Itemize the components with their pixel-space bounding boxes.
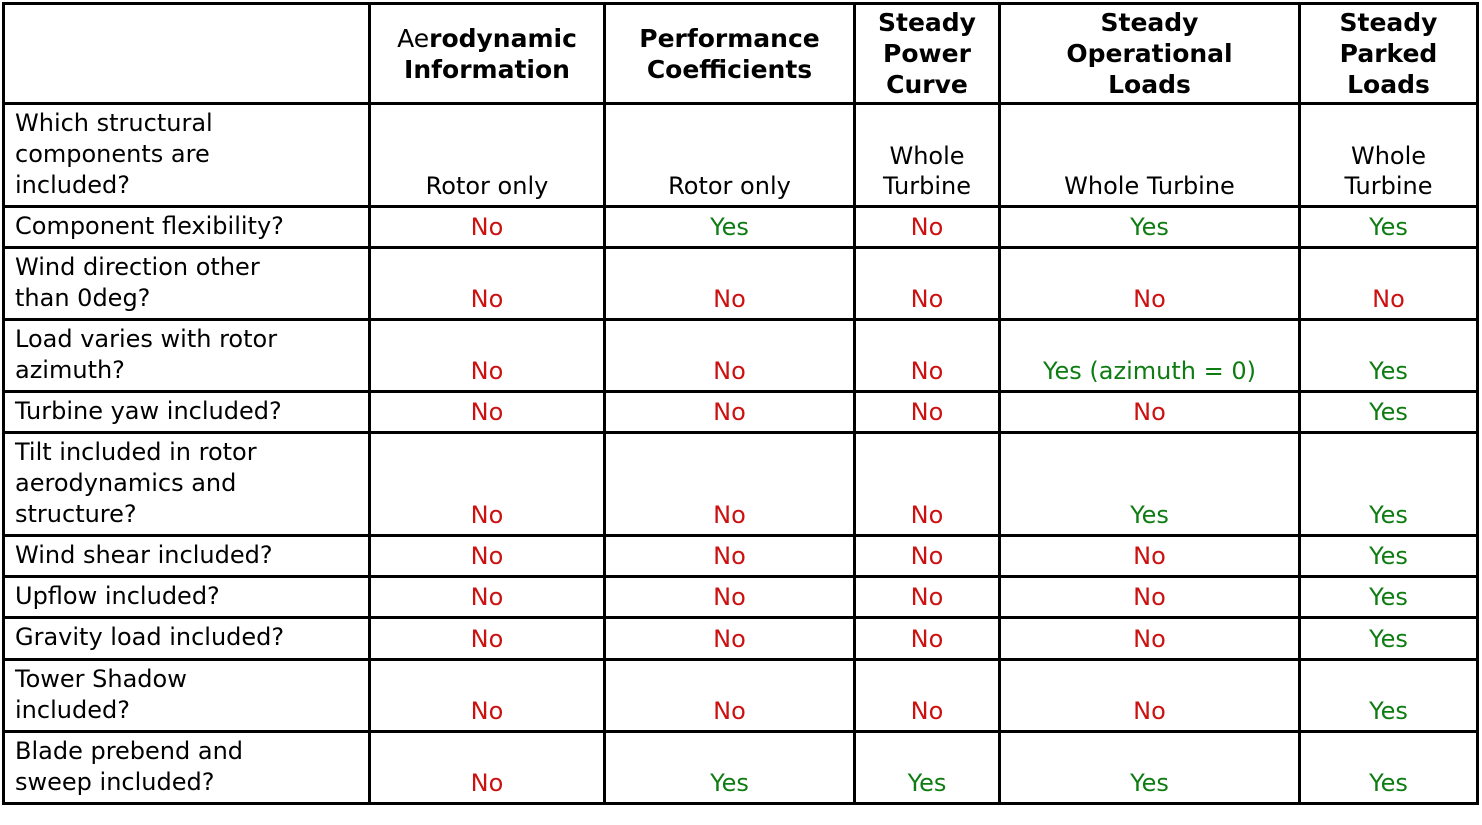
cell-value: No — [603, 431, 856, 537]
cell-value: No — [603, 658, 856, 733]
col-header-steady-power-curve: Steady Power Curve — [853, 2, 1001, 105]
cell-value: No — [603, 390, 856, 434]
cell-value: No — [368, 205, 606, 249]
cell-value: Yes — [998, 205, 1301, 249]
cell-value: Yes — [603, 205, 856, 249]
cell-value: Whole Turbine — [998, 102, 1301, 208]
header-row: Aerodynamic Information Performance Coef… — [2, 2, 1479, 105]
cell-value: No — [603, 318, 856, 393]
cell-value: No — [368, 534, 606, 578]
cell-value: Yes — [1298, 318, 1479, 393]
row-label: Upflow included? — [2, 575, 371, 619]
cell-value: Yes — [998, 730, 1301, 805]
cell-value: No — [368, 431, 606, 537]
cell-value: No — [368, 616, 606, 661]
row-label: Tilt included in rotor aerodynamics and … — [2, 431, 371, 537]
cell-value: Whole Turbine — [853, 102, 1001, 208]
cell-value: No — [853, 205, 1001, 249]
cell-value: No — [853, 658, 1001, 733]
table-row: Which structural components are included… — [2, 102, 1479, 208]
cell-value: No — [853, 616, 1001, 661]
row-label: Gravity load included? — [2, 616, 371, 661]
cell-value: Yes — [1298, 205, 1479, 249]
cell-value: No — [998, 534, 1301, 578]
table-row: Blade prebend and sweep included? No Yes… — [2, 730, 1479, 805]
row-label: Load varies with rotor azimuth? — [2, 318, 371, 393]
table-row: Upflow included? No No No No Yes — [2, 575, 1479, 619]
table-row: Load varies with rotor azimuth? No No No… — [2, 318, 1479, 393]
table-row: Wind shear included? No No No No Yes — [2, 534, 1479, 578]
cell-value: Yes — [1298, 534, 1479, 578]
cell-value: No — [998, 616, 1301, 661]
cell-value: Yes — [1298, 575, 1479, 619]
cell-value: Yes — [1298, 431, 1479, 537]
table-row: Gravity load included? No No No No Yes — [2, 616, 1479, 661]
cell-value: Whole Turbine — [1298, 102, 1479, 208]
cell-value: No — [998, 246, 1301, 321]
cell-value: No — [1298, 246, 1479, 321]
row-label: Tower Shadow included? — [2, 658, 371, 733]
cell-value: No — [368, 575, 606, 619]
header-prefix: Ae — [397, 23, 430, 53]
cell-value: Yes — [1298, 730, 1479, 805]
table-row: Component flexibility? No Yes No Yes Yes — [2, 205, 1479, 249]
cell-value: Yes — [603, 730, 856, 805]
cell-value: No — [603, 616, 856, 661]
table-row: Tower Shadow included? No No No No Yes — [2, 658, 1479, 733]
analysis-capability-table: Aerodynamic Information Performance Coef… — [2, 2, 1479, 805]
cell-value: No — [853, 246, 1001, 321]
cell-value: No — [368, 730, 606, 805]
row-label: Which structural components are included… — [2, 102, 371, 208]
cell-value: Yes — [1298, 658, 1479, 733]
cell-value: No — [853, 575, 1001, 619]
cell-value: Rotor only — [603, 102, 856, 208]
col-header-steady-operational-loads: Steady Operational Loads — [998, 2, 1301, 105]
cell-value: No — [998, 390, 1301, 434]
cell-value: No — [853, 318, 1001, 393]
table-row: Tilt included in rotor aerodynamics and … — [2, 431, 1479, 537]
cell-value: Rotor only — [368, 102, 606, 208]
cell-value: No — [998, 658, 1301, 733]
row-label: Blade prebend and sweep included? — [2, 730, 371, 805]
cell-value: No — [853, 431, 1001, 537]
row-label: Turbine yaw included? — [2, 390, 371, 434]
cell-value: Yes — [853, 730, 1001, 805]
cell-value: Yes (azimuth = 0) — [998, 318, 1301, 393]
cell-value: No — [998, 575, 1301, 619]
cell-value: No — [603, 246, 856, 321]
corner-cell — [2, 2, 371, 105]
table-row: Turbine yaw included? No No No No Yes — [2, 390, 1479, 434]
cell-value: No — [603, 575, 856, 619]
row-label: Wind direction other than 0deg? — [2, 246, 371, 321]
cell-value: Yes — [1298, 390, 1479, 434]
cell-value: Yes — [1298, 616, 1479, 661]
cell-value: No — [368, 246, 606, 321]
col-header-performance-coefficients: Performance Coefficients — [603, 2, 856, 105]
cell-value: No — [853, 390, 1001, 434]
cell-value: No — [368, 318, 606, 393]
col-header-steady-parked-loads: Steady Parked Loads — [1298, 2, 1479, 105]
header-rest: rodynamic Information — [404, 23, 577, 84]
row-label: Component flexibility? — [2, 205, 371, 249]
cell-value: Yes — [998, 431, 1301, 537]
cell-value: No — [368, 658, 606, 733]
col-header-aerodynamic-information: Aerodynamic Information — [368, 2, 606, 105]
cell-value: No — [853, 534, 1001, 578]
row-label: Wind shear included? — [2, 534, 371, 578]
cell-value: No — [603, 534, 856, 578]
cell-value: No — [368, 390, 606, 434]
table-row: Wind direction other than 0deg? No No No… — [2, 246, 1479, 321]
